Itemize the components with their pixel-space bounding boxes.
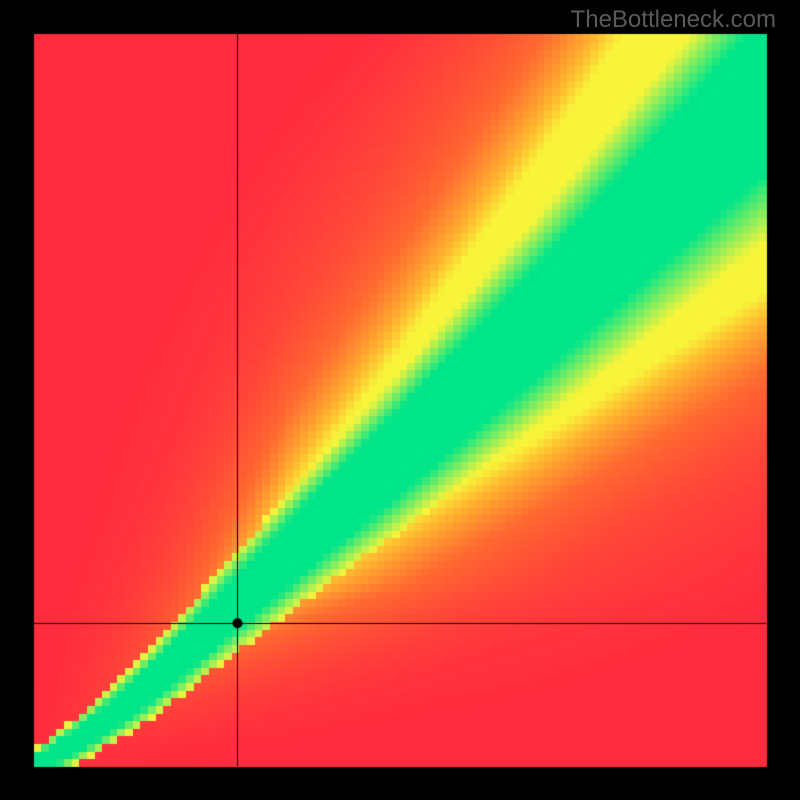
watermark-text: TheBottleneck.com — [571, 6, 776, 34]
bottleneck-heatmap — [0, 0, 800, 800]
chart-container: TheBottleneck.com — [0, 0, 800, 800]
